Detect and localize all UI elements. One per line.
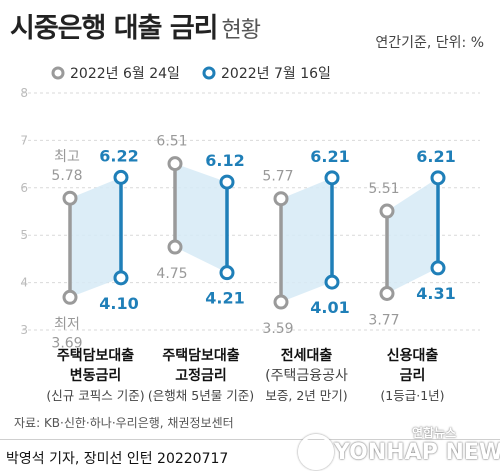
category-label-4-line2: 금리: [400, 368, 426, 384]
before-high-point-3: [273, 191, 289, 207]
category-label-3-line2: (주택금융공사: [265, 368, 348, 384]
range-band-1: [70, 177, 121, 298]
category-label-1-line3: (신규 코픽스 기준): [46, 388, 144, 403]
before-high-point-1: [62, 190, 78, 206]
globe-icon: [298, 434, 334, 470]
y-tick-label-4: 4: [20, 276, 28, 290]
before-low-label-1: 3.69: [51, 335, 82, 351]
before-high-label-4: 5.51: [368, 181, 399, 197]
before-high-point-2: [167, 156, 183, 172]
logo-korean: 연합뉴스: [412, 426, 457, 440]
category-label-4-line3: (1등급·1년): [380, 388, 444, 403]
legend-marker-before: [51, 66, 65, 80]
before-low-point-1: [62, 289, 78, 305]
yonhap-logo: 연합뉴스 YONHAP NEWS: [294, 424, 500, 470]
category-label-1-line1: 주택담보대출: [57, 347, 134, 364]
y-tick-label-7: 7: [20, 133, 28, 147]
y-tick-label-6: 6: [20, 181, 28, 195]
chart-title-main: 시중은행 대출 금리: [10, 13, 219, 44]
chart-title-sub: 현황: [221, 18, 261, 43]
after-high-point-1: [113, 169, 129, 185]
dumbbell-chart: 2022년 6월 24일 2022년 7월 16일 3 4 5 6 7 8 최고 5.78 최저 3.…: [20, 66, 480, 403]
after-high-point-4: [430, 170, 446, 186]
before-low-label-3: 3.59: [262, 321, 293, 337]
footer-divider: [0, 439, 500, 440]
range-band-3: [281, 177, 332, 303]
source-note: 자료: KB·신한·하나·우리은행, 채권정보센터: [14, 416, 234, 430]
category-label-2-line3: (은행채 5년물 기준): [148, 388, 254, 403]
after-low-point-4: [430, 260, 446, 276]
before-low-point-2: [167, 239, 183, 255]
after-low-point-1: [113, 270, 129, 286]
before-low-label-2: 4.75: [156, 266, 187, 282]
after-high-label-3: 6.21: [310, 147, 349, 166]
category-label-2-line2: 고정금리: [175, 367, 227, 384]
before-low-tag-1: 최저: [54, 316, 80, 332]
legend-label-before: 2022년 6월 24일: [70, 66, 180, 82]
after-low-point-3: [324, 274, 340, 290]
unit-note: 연간기준, 단위: %: [375, 35, 484, 51]
range-band-4: [387, 177, 438, 294]
before-low-point-3: [273, 294, 289, 310]
range-band-2: [175, 163, 227, 273]
after-high-point-3: [324, 170, 340, 186]
before-high-point-4: [379, 203, 395, 219]
before-high-tag-1: 최고: [54, 149, 80, 165]
after-high-label-2: 6.12: [205, 151, 244, 170]
category-label-3-line3: 보증, 2년 만기): [265, 388, 347, 403]
y-tick-label-3: 3: [20, 323, 28, 337]
category-label-1-line2: 변동금리: [70, 368, 122, 384]
category-label-2-line1: 주택담보대출: [162, 347, 239, 364]
before-low-point-4: [379, 286, 395, 302]
legend-marker-after: [202, 66, 216, 80]
category-label-3-line1: 전세대출: [281, 347, 333, 364]
y-tick-label-5: 5: [20, 228, 28, 242]
chart-title: 시중은행 대출 금리 현황: [10, 6, 261, 45]
category-label-4-line1: 신용대출: [387, 347, 439, 364]
after-low-point-2: [219, 265, 235, 281]
after-low-label-3: 4.01: [310, 298, 349, 317]
credit-line: 박영석 기자, 장미선 인턴 20220717: [6, 451, 229, 467]
logo-english: YONHAP NEWS: [334, 440, 500, 465]
before-high-label-1: 5.78: [51, 168, 82, 184]
before-low-label-4: 3.77: [368, 313, 399, 329]
after-high-point-2: [219, 174, 235, 190]
after-low-label-4: 4.31: [416, 284, 455, 303]
y-tick-label-8: 8: [20, 86, 28, 100]
legend-label-after: 2022년 7월 16일: [221, 66, 331, 82]
after-high-label-1: 6.22: [99, 146, 138, 165]
before-high-label-2: 6.51: [156, 134, 187, 150]
after-low-label-2: 4.21: [205, 289, 244, 308]
after-high-label-4: 6.21: [416, 147, 455, 166]
before-high-label-3: 5.77: [262, 169, 293, 185]
after-low-label-1: 4.10: [99, 294, 138, 313]
